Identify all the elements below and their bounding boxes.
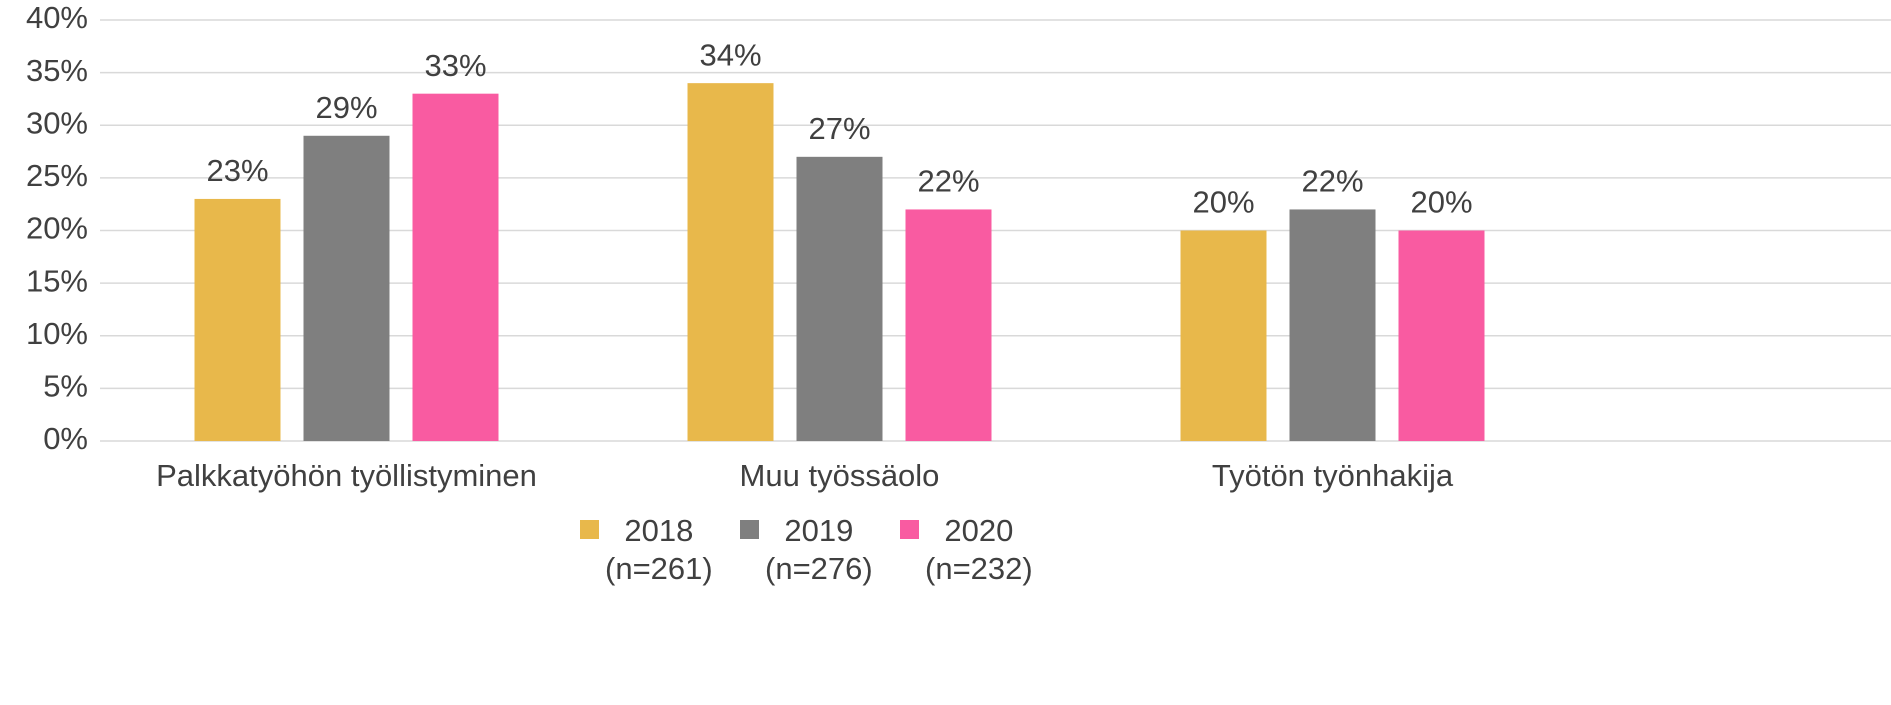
legend-label: 2020 (n=232) bbox=[925, 513, 1033, 586]
y-tick-label: 40% bbox=[26, 0, 88, 35]
bar bbox=[1398, 230, 1485, 441]
bar bbox=[905, 209, 992, 441]
y-tick-label: 0% bbox=[43, 421, 88, 456]
value-label: 20% bbox=[1192, 185, 1254, 220]
bar bbox=[194, 198, 281, 441]
y-tick-label: 5% bbox=[43, 369, 88, 404]
y-tick-label: 25% bbox=[26, 158, 88, 193]
y-tick-label: 20% bbox=[26, 211, 88, 246]
y-tick-label: 35% bbox=[26, 53, 88, 88]
bar bbox=[1180, 230, 1267, 441]
value-label: 22% bbox=[1301, 164, 1363, 199]
legend-item: 2018 (n=261) bbox=[580, 512, 713, 588]
value-label: 34% bbox=[699, 37, 761, 72]
x-tick-label: Työtön työnhakija bbox=[1212, 458, 1454, 493]
x-tick-label: Palkkatyöhön työllistyminen bbox=[156, 458, 537, 493]
value-label: 27% bbox=[808, 111, 870, 146]
legend-item: 2019 (n=276) bbox=[740, 512, 873, 588]
legend-label: 2018 (n=261) bbox=[605, 513, 713, 586]
value-label: 33% bbox=[424, 48, 486, 83]
bar bbox=[1289, 209, 1376, 441]
y-tick-label: 15% bbox=[26, 263, 88, 298]
bar bbox=[796, 156, 883, 441]
value-label: 23% bbox=[206, 153, 268, 188]
y-tick-label: 30% bbox=[26, 105, 88, 140]
x-tick-label: Muu työssäolo bbox=[740, 458, 940, 493]
value-label: 29% bbox=[315, 90, 377, 125]
bar bbox=[303, 135, 390, 441]
legend-swatch bbox=[580, 520, 599, 539]
legend-label: 2019 (n=276) bbox=[765, 513, 873, 586]
bar bbox=[412, 93, 499, 442]
y-tick-label: 10% bbox=[26, 316, 88, 351]
legend-swatch bbox=[900, 520, 919, 539]
legend-item: 2020 (n=232) bbox=[900, 512, 1033, 588]
value-label: 22% bbox=[917, 164, 979, 199]
legend-swatch bbox=[740, 520, 759, 539]
bar bbox=[687, 83, 774, 442]
value-label: 20% bbox=[1410, 185, 1472, 220]
